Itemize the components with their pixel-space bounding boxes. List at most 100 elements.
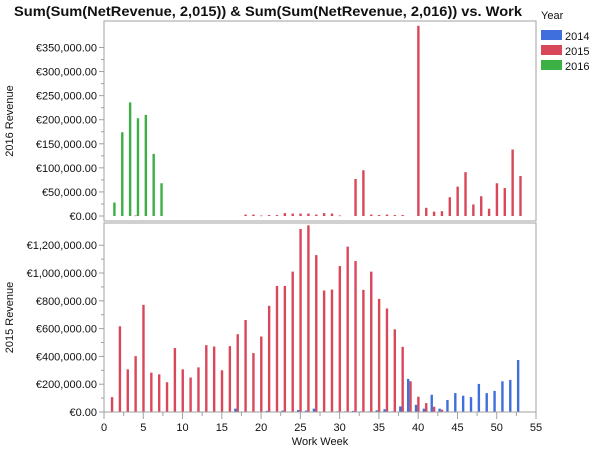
y-tick-label: €50,000.00 [42, 187, 97, 199]
y-tick-label: €200,000.00 [36, 379, 97, 391]
y-tick-label: €100,000.00 [36, 163, 97, 175]
y-tick-label: €800,000.00 [36, 296, 97, 308]
bar-2014-week-43 [438, 408, 441, 412]
x-axis: 0 5 10 15 20 25 30 35 40 45 50 55 [101, 411, 542, 434]
y-tick-label: €300,000.00 [36, 67, 97, 79]
legend: Year 2014 2015 2016 [541, 10, 589, 73]
bar-2014-week-52 [509, 379, 512, 412]
bar-2015-week-33 [362, 289, 365, 412]
legend-label-2014: 2014 [565, 31, 589, 43]
legend-swatch-2014 [541, 30, 562, 40]
bar-2015-week-18 [244, 214, 247, 216]
plot-frame [103, 20, 537, 222]
y-tick-label: €400,000.00 [36, 351, 97, 363]
y-tick-label: €350,000.00 [36, 42, 97, 54]
bar-2015-week-33 [362, 170, 365, 216]
bar-2014-week-36 [383, 409, 386, 412]
panel-1: €0.00 €200,000.00 €400,000.00 €600,000.00 €8… [4, 222, 537, 419]
bar-2015-week-4 [134, 215, 137, 217]
bar-2015-week-19 [252, 353, 255, 412]
bar-2015-week-24 [291, 213, 294, 216]
x-tick-label: 0 [101, 422, 107, 434]
legend-title: Year [541, 10, 564, 22]
bar-2014-week-42 [430, 394, 433, 412]
bar-2015-week-17 [236, 334, 239, 412]
bar-2015-week-50 [495, 183, 499, 216]
plot-frame [103, 222, 537, 413]
bar-2016-week-1 [113, 202, 116, 216]
bar-2015-week-44 [448, 197, 451, 216]
bar-2015-week-40 [417, 25, 420, 216]
bar-2016-week-5 [144, 114, 148, 216]
bar-2015-week-26 [307, 225, 310, 412]
bar-2015-week-22 [275, 285, 279, 412]
bar-2015-week-2 [118, 326, 122, 412]
bar-2015-week-32 [354, 261, 357, 412]
bar-2015-week-30 [338, 215, 342, 217]
bar-2015-week-38 [401, 215, 404, 216]
legend-label-2016: 2016 [565, 61, 589, 73]
bar-2015-week-3 [126, 369, 129, 412]
bar-2015-week-5 [142, 304, 145, 412]
bar-2014-week-41 [422, 408, 426, 412]
bar-2014-week-27 [312, 408, 316, 412]
bar-2015-week-39 [409, 381, 412, 412]
bar-2015-week-47 [472, 204, 475, 216]
bar-2015-week-15 [220, 370, 224, 412]
bar-2014-week-49 [485, 393, 488, 412]
y-tick-label: €1,200,000.00 [27, 240, 97, 252]
bar-2015-week-41 [425, 207, 428, 216]
x-tick-label: 55 [530, 422, 542, 434]
bar-2014-week-23 [281, 410, 284, 412]
bar-2016-week-3 [128, 102, 132, 216]
bar-2014-week-21 [265, 410, 268, 412]
panel-0: €0.00 €50,000.00 €100,000.00 €150,000.00 €20… [4, 20, 537, 223]
bar-2015-week-42 [432, 211, 436, 216]
x-tick-label: 40 [412, 422, 424, 434]
y-axis-label: 2016 Revenue [4, 85, 16, 157]
bar-2015-week-52 [511, 149, 514, 216]
bar-2015-week-19 [252, 214, 255, 216]
bar-2015-week-36 [385, 214, 389, 216]
bar-2015-week-34 [370, 271, 373, 412]
bar-2015-week-53 [519, 176, 522, 216]
bar-2014-week-25 [297, 410, 300, 412]
bar-2015-week-14 [212, 346, 216, 412]
bar-2014-week-47 [469, 397, 473, 412]
bar-2015-week-6 [150, 372, 153, 412]
bar-2015-week-8 [165, 382, 169, 412]
bar-2015-week-20 [260, 215, 263, 217]
bar-2015-week-48 [480, 196, 483, 216]
bar-2015-week-43 [440, 211, 444, 216]
y-tick-label: €0.00 [69, 211, 97, 223]
bar-2015-week-18 [244, 320, 247, 412]
x-tick-label: 50 [491, 422, 503, 434]
bar-2015-week-28 [322, 290, 326, 412]
bar-2014-week-26 [304, 410, 308, 412]
bar-2015-week-22 [275, 215, 279, 216]
bar-2015-week-10 [181, 369, 184, 412]
x-tick-label: 30 [334, 422, 346, 434]
x-tick-label: 5 [140, 422, 146, 434]
bar-2015-week-40 [417, 396, 420, 412]
bar-2015-week-7 [157, 374, 161, 412]
bar-2015-week-26 [307, 213, 310, 216]
legend-label-2015: 2015 [565, 46, 589, 58]
x-tick-label: 45 [451, 422, 463, 434]
bar-2015-week-28 [322, 213, 326, 216]
y-tick-label: €150,000.00 [36, 139, 97, 151]
bar-2015-week-34 [370, 214, 373, 216]
bar-2014-week-50 [493, 390, 496, 412]
bar-2014-week-51 [501, 381, 504, 412]
x-tick-label: 20 [255, 422, 267, 434]
bar-2015-week-35 [377, 215, 381, 216]
y-tick-label: €0.00 [69, 407, 97, 419]
bar-2016-week-4 [136, 118, 140, 216]
bar-2015-week-1 [110, 397, 114, 412]
bar-2015-week-9 [173, 348, 177, 412]
bar-2015-week-29 [330, 213, 334, 216]
bar-2014-week-32 [351, 410, 355, 412]
bar-2015-week-37 [393, 329, 397, 412]
